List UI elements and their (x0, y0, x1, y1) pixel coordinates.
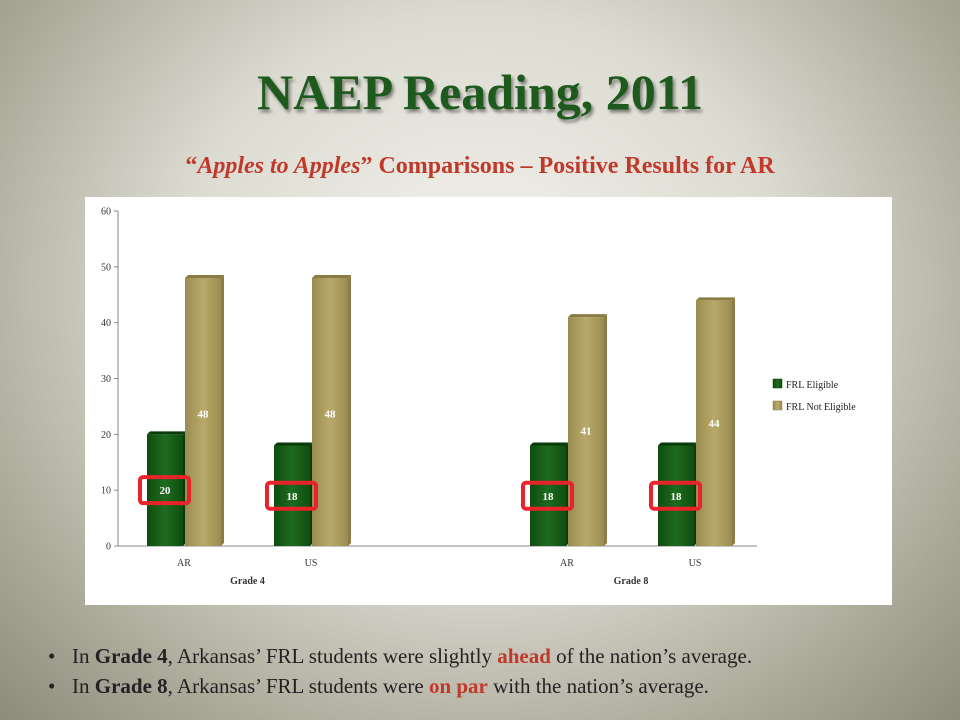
bullet-text: of the nation’s average. (550, 644, 753, 668)
bullet-bold: Grade 4 (94, 644, 168, 668)
x-tick-label: US (305, 558, 318, 569)
data-label: 18 (671, 491, 683, 503)
bullet-text: with the nation’s average. (487, 674, 709, 698)
data-label: 18 (543, 491, 555, 503)
bar-side (604, 314, 607, 546)
bar-cap (274, 442, 313, 446)
highlight-box (265, 480, 318, 511)
bar-cap (568, 314, 607, 318)
y-tick-label: 40 (101, 318, 111, 329)
bullet-text: In (72, 644, 95, 668)
y-tick-label: 0 (106, 542, 111, 553)
bullet-grade-4: In Grade 4, Arkansas’ FRL students were … (48, 641, 948, 671)
slide-subtitle: “Apples to Apples” Comparisons – Positiv… (0, 150, 960, 182)
subtitle-italic: Apples to Apples (197, 153, 361, 179)
data-label: 48 (198, 408, 210, 420)
y-tick-label: 30 (101, 374, 111, 385)
x-tick-label: AR (177, 558, 191, 569)
data-label: 41 (581, 425, 592, 437)
data-label: 48 (325, 408, 337, 420)
bullet-list: In Grade 4, Arkansas’ FRL students were … (48, 641, 948, 701)
subtitle-quote-open: “ (185, 153, 198, 179)
y-tick-label: 60 (101, 207, 111, 218)
bar-cap (147, 431, 186, 435)
highlight-box (521, 480, 574, 511)
legend-label: FRL Not Eligible (786, 402, 856, 413)
bullet-highlight: ahead (497, 644, 551, 668)
bullet-text: In (72, 674, 95, 698)
bar-chart: 0 10 20 30 40 50 60 20 48 18 48 18 41 18 44 AR US AR US Gra… (101, 207, 856, 588)
y-tick-label: 10 (101, 486, 111, 497)
data-label: 44 (709, 418, 721, 430)
slide-title: NAEP Reading, 2011 (257, 64, 703, 120)
data-label: 20 (160, 485, 172, 497)
bar-cap (312, 275, 351, 278)
bullet-grade-8: In Grade 8, Arkansas’ FRL students were … (48, 671, 948, 701)
bullet-highlight: on par (428, 674, 488, 698)
x-tick-label: US (689, 558, 702, 569)
bullet-text: , Arkansas’ FRL students were (167, 674, 429, 698)
data-label: 18 (287, 491, 299, 503)
bullet-text: , Arkansas’ FRL students were slightly (167, 644, 498, 668)
legend-swatch (772, 400, 783, 411)
x-tick-label: AR (560, 558, 574, 569)
bar-cap (530, 442, 569, 446)
chart-panel: 0 10 20 30 40 50 60 20 48 18 48 18 41 18 44 AR US AR US Gra… (85, 197, 892, 605)
bullet-bold: Grade 8 (94, 674, 168, 698)
bar-side (348, 275, 351, 546)
bar-frl-eligible (530, 445, 566, 546)
highlight-box (138, 475, 191, 506)
legend-swatch (772, 378, 783, 389)
bar-cap (658, 442, 697, 446)
group-label: Grade 4 (230, 576, 265, 587)
bar-frl-not-eligible (185, 278, 221, 546)
y-tick-label: 20 (101, 430, 111, 441)
legend-label: FRL Eligible (786, 380, 839, 391)
y-tick-label: 50 (101, 262, 111, 273)
bar-frl-eligible (274, 445, 310, 546)
bar-frl-eligible (658, 445, 694, 546)
bar-frl-eligible (147, 434, 183, 546)
highlight-box (649, 480, 702, 511)
bar-side (732, 297, 735, 546)
bar-cap (185, 275, 224, 278)
group-label: Grade 8 (614, 576, 649, 587)
subtitle-rest: ” Comparisons – Positive Results for AR (360, 153, 775, 179)
bar-side (221, 275, 224, 546)
bar-frl-not-eligible (568, 317, 604, 546)
bar-cap (696, 297, 735, 301)
